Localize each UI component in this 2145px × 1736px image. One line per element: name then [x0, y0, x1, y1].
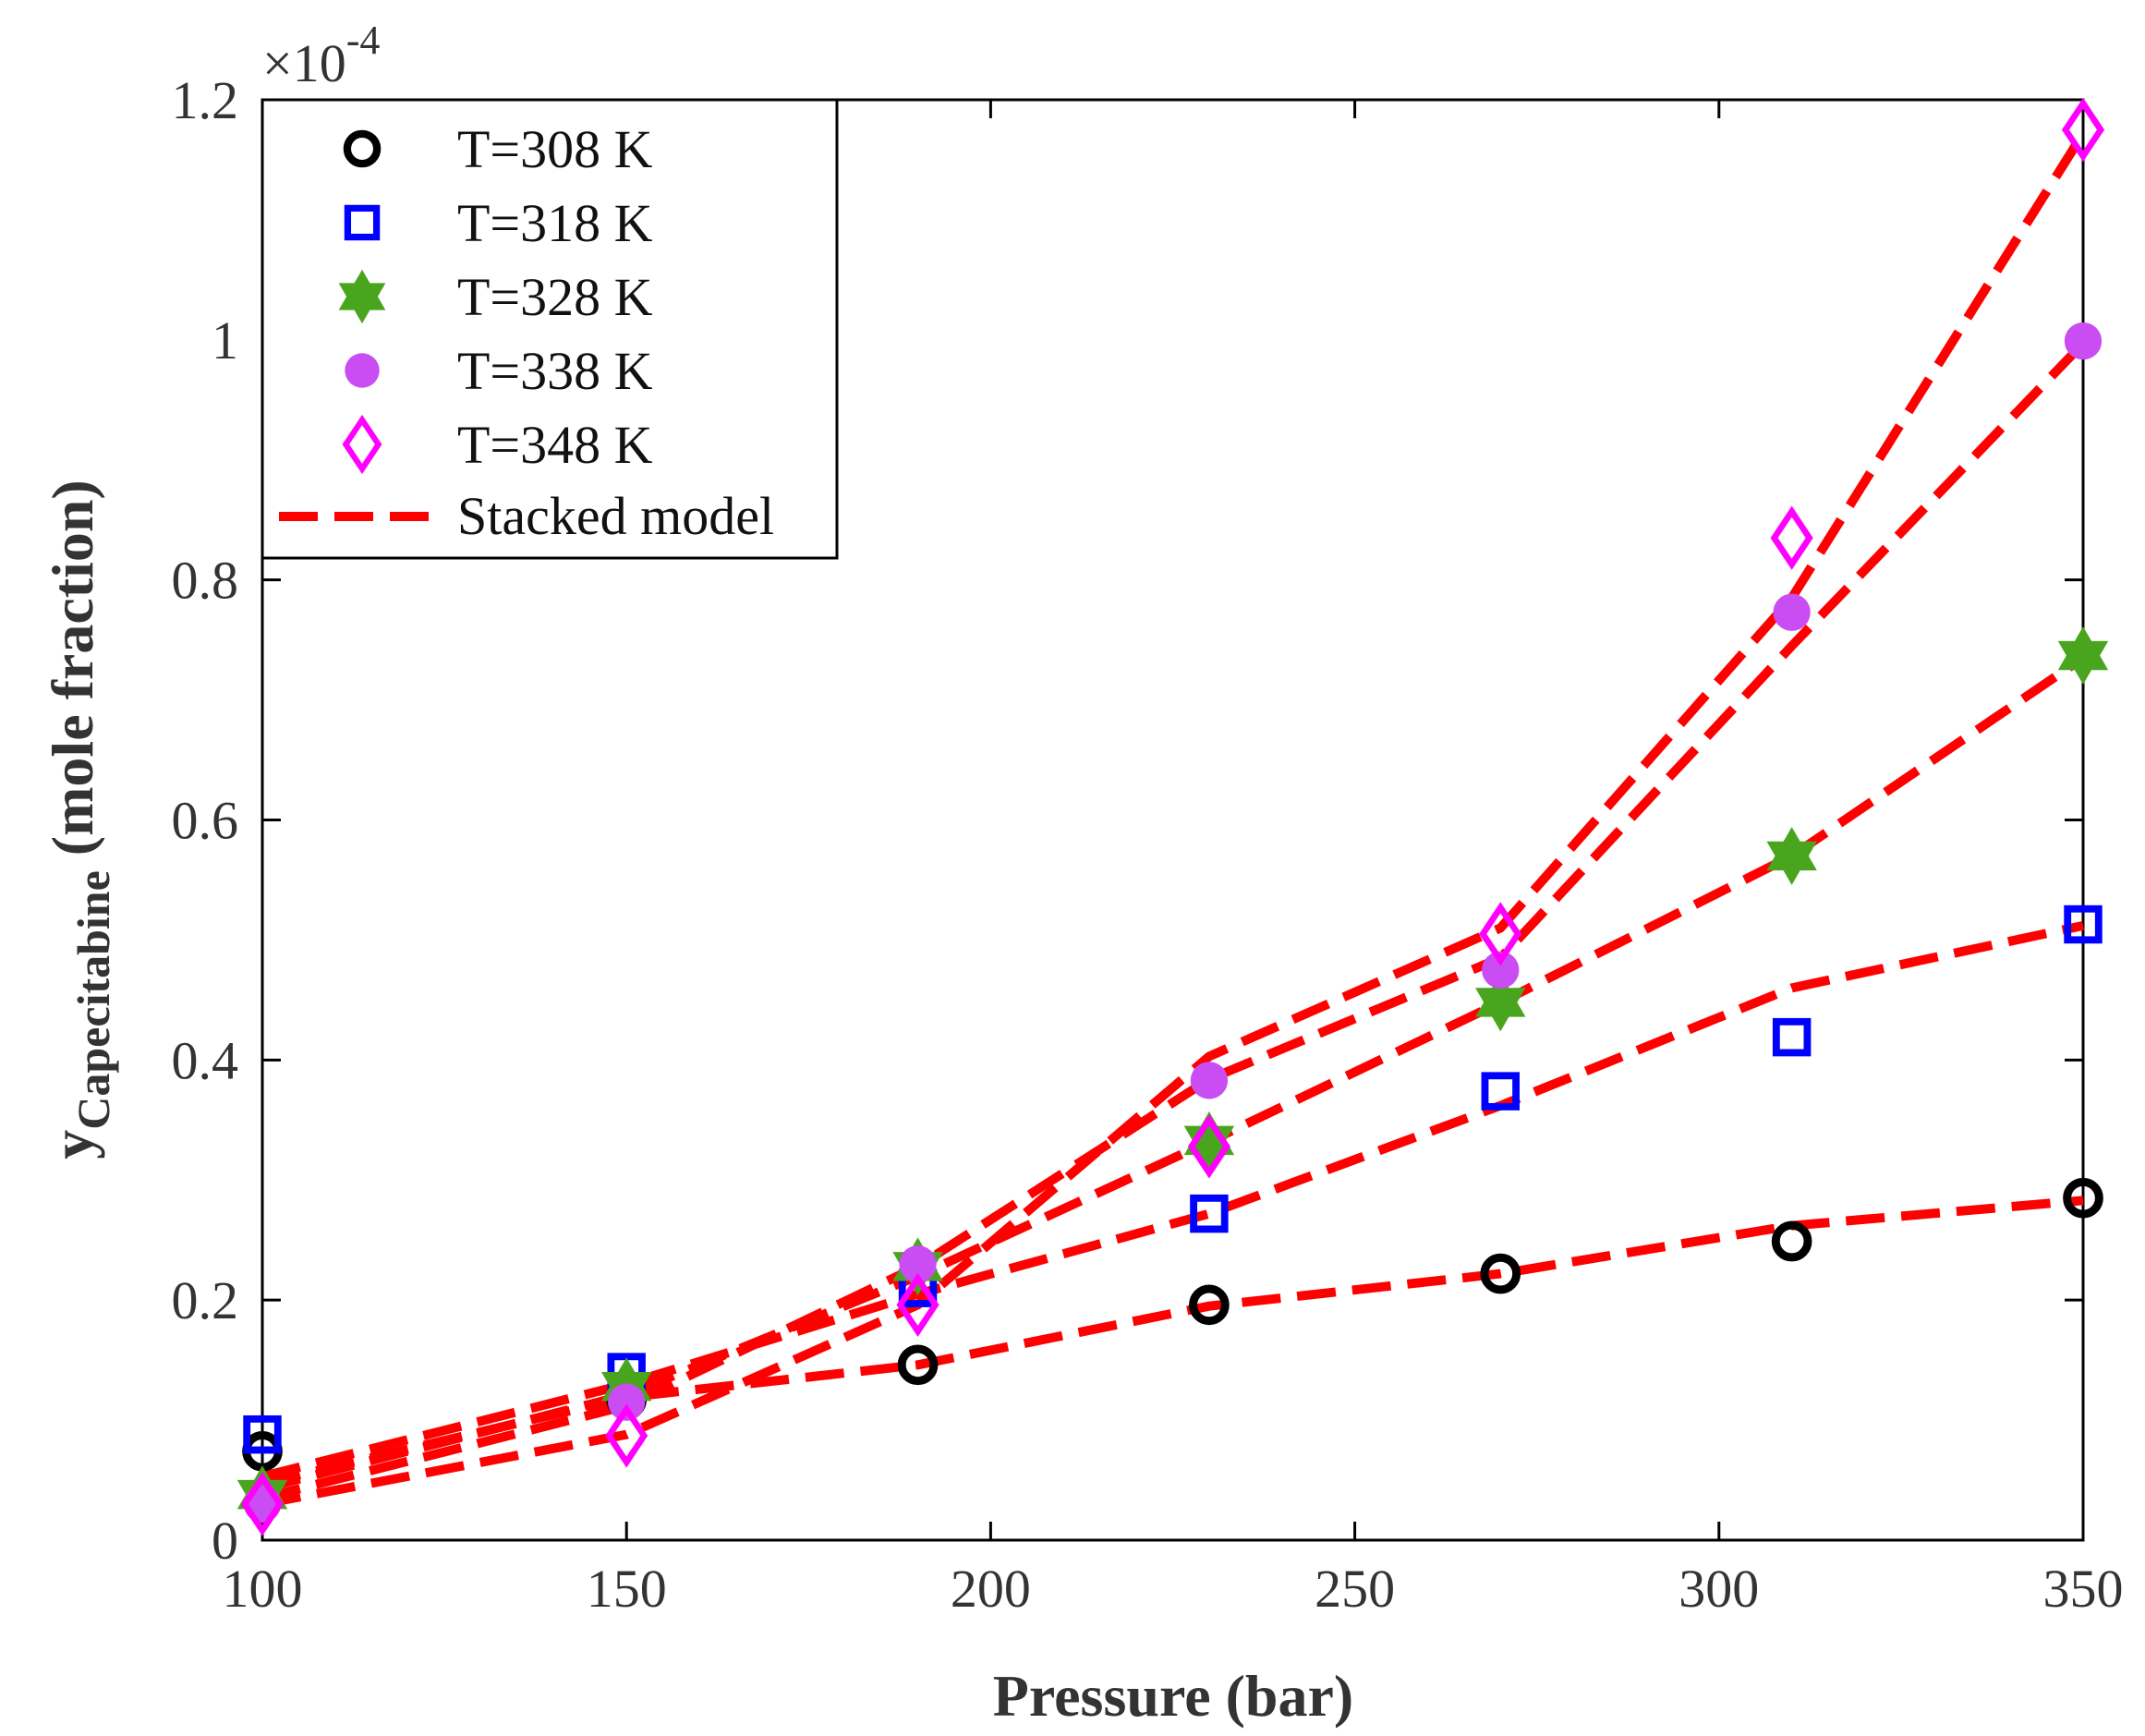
data-point — [2063, 1177, 2103, 1219]
legend-marker — [344, 204, 381, 241]
legend-model-label: Stacked model — [457, 486, 774, 546]
data-point — [1187, 1114, 1230, 1179]
axis-ticks: 100 150 200 250 300 350 0 0.2 0.4 0.6 0.8 1 1.2 — [172, 70, 2124, 1619]
data-point — [1773, 593, 1811, 631]
y-exponent-power: -4 — [346, 18, 381, 63]
data-markers — [236, 97, 2109, 1536]
data-point — [1190, 1194, 1229, 1233]
legend-entries: T=308 K T=318 K T=328 K T=338 K T=348 K — [338, 119, 653, 475]
model-line-1 — [261, 920, 2085, 1481]
x-tick-label: 150 — [587, 1559, 667, 1619]
legend-marker-down — [338, 283, 386, 324]
data-point — [1475, 973, 1526, 1032]
data-point — [243, 1485, 282, 1524]
model-line-3 — [261, 340, 2087, 1503]
data-point-down — [2057, 640, 2109, 685]
y-tick-label: 0.6 — [172, 791, 239, 851]
x-tick-label: 200 — [951, 1559, 1031, 1619]
y-axis-title-main: y — [40, 1130, 105, 1159]
y-tick-label: 1 — [212, 310, 238, 370]
x-tick-label: 250 — [1315, 1559, 1395, 1619]
data-point-down — [1475, 988, 1526, 1032]
data-point — [899, 1245, 937, 1283]
data-point — [1771, 1220, 1812, 1262]
data-point — [2057, 626, 2109, 685]
legend-box — [261, 98, 839, 560]
data-point — [2061, 97, 2105, 163]
series-1 — [243, 904, 2103, 1454]
legend-marker — [343, 129, 382, 168]
legend-label: T=328 K — [457, 267, 653, 327]
y-tick-label: 0 — [212, 1511, 238, 1571]
data-point — [1189, 1284, 1230, 1326]
y-tick-label: 0.8 — [172, 551, 239, 611]
data-point — [240, 1472, 285, 1536]
data-point — [1190, 1062, 1229, 1099]
data-point-down — [1766, 841, 1817, 885]
data-point — [605, 1403, 648, 1468]
x-tick-label: 350 — [2043, 1559, 2124, 1619]
data-point — [897, 1344, 939, 1386]
legend-marker — [342, 414, 382, 475]
y-exponent-prefix: ×10 — [262, 33, 346, 93]
x-axis-title: Pressure (bar) — [993, 1663, 1353, 1729]
data-point — [1770, 505, 1813, 570]
y-tick-label: 0.2 — [172, 1270, 239, 1330]
data-point — [608, 1383, 646, 1421]
data-point — [1481, 1072, 1520, 1111]
legend-label: T=348 K — [457, 415, 653, 475]
legend-label: T=338 K — [457, 341, 653, 401]
x-tick-label: 100 — [223, 1559, 303, 1619]
data-point — [1479, 902, 1522, 966]
legend-label: T=318 K — [457, 193, 653, 253]
data-point — [1480, 1253, 1521, 1294]
y-axis-title: yCapecitabine (mole fraction) — [40, 480, 119, 1159]
y-axis-title-rest: (mole fraction) — [40, 480, 105, 870]
x-tick-label: 300 — [1678, 1559, 1759, 1619]
data-point — [1482, 951, 1520, 989]
data-point — [1766, 827, 1817, 885]
legend-marker — [338, 269, 386, 324]
y-exponent-label: ×10-4 — [262, 18, 380, 93]
data-point — [1772, 1017, 1812, 1057]
y-axis-title-sub: Capecitabine — [67, 870, 119, 1130]
data-point — [2064, 904, 2103, 944]
legend-marker — [345, 353, 380, 388]
y-tick-label: 1.2 — [172, 70, 239, 130]
data-point — [243, 1414, 282, 1454]
legend: T=308 K T=318 K T=328 K T=338 K T=348 K Stac… — [261, 98, 839, 560]
data-point — [896, 1272, 939, 1337]
y-tick-label: 0.4 — [172, 1030, 239, 1090]
data-point — [2064, 322, 2103, 360]
series-4 — [240, 97, 2105, 1536]
legend-label: T=308 K — [457, 119, 653, 179]
